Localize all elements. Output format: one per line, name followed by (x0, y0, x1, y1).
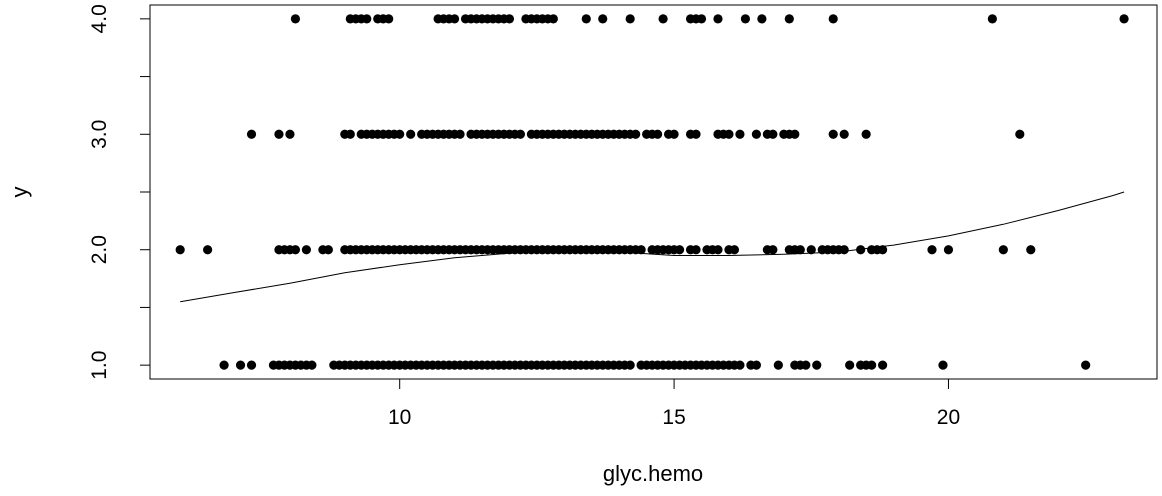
data-point (395, 129, 405, 139)
data-point (740, 14, 751, 24)
data-point (235, 360, 246, 370)
data-point (998, 245, 1008, 255)
data-point (867, 360, 877, 370)
data-point (1026, 245, 1036, 255)
x-tick-label: 15 (662, 406, 685, 429)
data-point (735, 129, 745, 139)
data-point (658, 14, 668, 24)
data-point (751, 129, 761, 139)
data-point (455, 129, 465, 139)
data-point (943, 245, 954, 255)
data-point (839, 129, 849, 139)
data-point (345, 129, 355, 139)
data-point (406, 129, 416, 139)
data-point (285, 129, 295, 139)
data-point (274, 129, 284, 139)
data-point (861, 129, 871, 139)
data-point (548, 14, 558, 24)
data-point (1119, 14, 1129, 24)
data-point (631, 129, 641, 139)
data-point (674, 245, 685, 255)
data-point (806, 245, 816, 255)
data-point (729, 245, 740, 255)
data-point (878, 245, 888, 255)
x-axis: 10 15 20 (388, 379, 960, 429)
data-point (384, 14, 394, 24)
data-point (625, 14, 635, 24)
data-point (691, 245, 701, 255)
y-axis-label: y (7, 187, 32, 198)
data-point (987, 14, 997, 24)
data-point (757, 14, 767, 24)
scatter-points (175, 14, 1129, 370)
data-point (625, 360, 635, 370)
data-point (290, 245, 301, 255)
data-point (878, 360, 888, 370)
data-point (246, 360, 257, 370)
y-tick-label: 2.0 (88, 235, 111, 264)
data-point (581, 14, 591, 24)
data-point (812, 360, 822, 370)
data-point (773, 360, 783, 370)
x-axis-label: glyc.hemo (603, 461, 703, 486)
y-tick-label: 3.0 (88, 120, 111, 149)
data-point (307, 360, 317, 370)
data-point (828, 129, 838, 139)
data-point (1015, 129, 1025, 139)
data-point (669, 129, 679, 139)
data-point (653, 129, 663, 139)
data-point (784, 14, 794, 24)
data-point (839, 245, 849, 255)
data-point (713, 245, 723, 255)
data-point (801, 360, 811, 370)
data-point (1081, 360, 1091, 370)
y-tick-label: 1.0 (88, 351, 111, 380)
data-point (598, 14, 608, 24)
x-tick-label: 10 (388, 406, 411, 429)
data-point (790, 129, 800, 139)
data-point (175, 245, 185, 255)
data-point (515, 129, 526, 139)
data-point (927, 245, 937, 255)
y-tick-label: 4.0 (88, 4, 111, 33)
data-point (219, 360, 229, 370)
data-point (290, 14, 301, 24)
data-point (828, 14, 838, 24)
data-point (362, 14, 372, 24)
data-point (301, 245, 312, 255)
data-point (795, 245, 805, 255)
data-point (768, 129, 778, 139)
data-point (713, 14, 723, 24)
data-point (845, 360, 855, 370)
data-point (449, 14, 460, 24)
data-point (246, 129, 257, 139)
y-axis: 1.0 2.0 3.0 4.0 (88, 4, 150, 380)
data-point (724, 129, 734, 139)
data-point (691, 129, 701, 139)
x-tick-label: 20 (937, 406, 960, 429)
data-point (504, 14, 515, 24)
data-point (203, 245, 213, 255)
data-point (636, 245, 646, 255)
data-point (323, 245, 333, 255)
data-point (751, 360, 761, 370)
data-point (735, 360, 745, 370)
smoothed-trend-line (180, 191, 1125, 303)
plot-frame (149, 4, 1158, 380)
data-point (938, 360, 948, 370)
data-point (696, 14, 707, 24)
data-point (768, 245, 778, 255)
